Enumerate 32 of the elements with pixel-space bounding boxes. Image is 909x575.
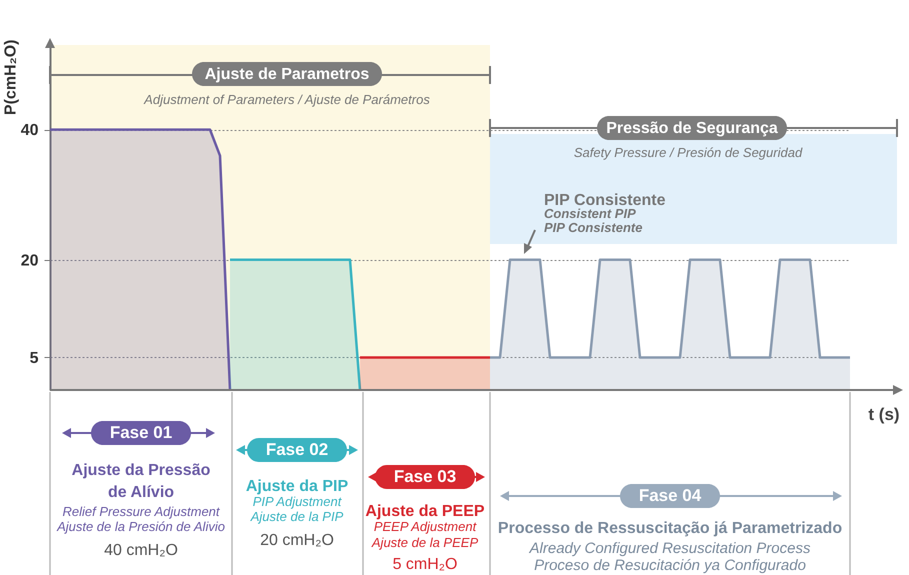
- annotation: Consistent PIP: [544, 206, 636, 221]
- text: de Alívio: [108, 484, 174, 501]
- text: PIP Adjustment: [252, 494, 343, 509]
- text: 5 cmH₂O: [392, 556, 458, 573]
- text: Ajuste da PEEP: [365, 503, 485, 520]
- text: Ajuste de la PIP: [250, 509, 344, 524]
- x-axis-title: t (s): [868, 405, 900, 424]
- annotation: Ajuste de Parametros: [204, 66, 370, 83]
- y-tick-label: 5: [30, 350, 39, 367]
- text: Relief Pressure Adjustment: [62, 504, 221, 519]
- annotation: PIP Consistente: [544, 220, 642, 235]
- text: Already Configured Resuscitation Process: [528, 540, 811, 557]
- text: PEEP Adjustment: [374, 519, 478, 534]
- annotation: PIP Consistente: [544, 192, 666, 209]
- text: Ajuste de la PEEP: [370, 535, 478, 550]
- text: Ajuste de la Presión de Alivio: [56, 519, 225, 534]
- y-tick-label: 20: [20, 252, 39, 270]
- text: Fase 02: [266, 440, 328, 459]
- annotation: Safety Pressure / Presión de Seguridad: [574, 145, 803, 160]
- text: Ajuste da Pressão: [72, 462, 211, 479]
- annotation: Adjustment of Parameters / Ajuste de Parámetros: [143, 92, 430, 107]
- text: Proceso de Resucitación ya Configurado: [534, 557, 806, 574]
- text: Ajuste da PIP: [246, 478, 348, 495]
- y-axis-title: P(cmH₂O): [2, 40, 20, 116]
- text: Processo de Ressuscitação já Parametrizado: [498, 520, 842, 537]
- text: 20 cmH₂O: [260, 532, 334, 549]
- text: Fase 03: [394, 467, 456, 486]
- text: 40 cmH₂O: [104, 542, 178, 559]
- annotation: Pressão de Segurança: [606, 120, 778, 137]
- text: Fase 04: [638, 486, 702, 505]
- y-tick-label: 40: [20, 122, 39, 140]
- text: Fase 01: [110, 423, 172, 442]
